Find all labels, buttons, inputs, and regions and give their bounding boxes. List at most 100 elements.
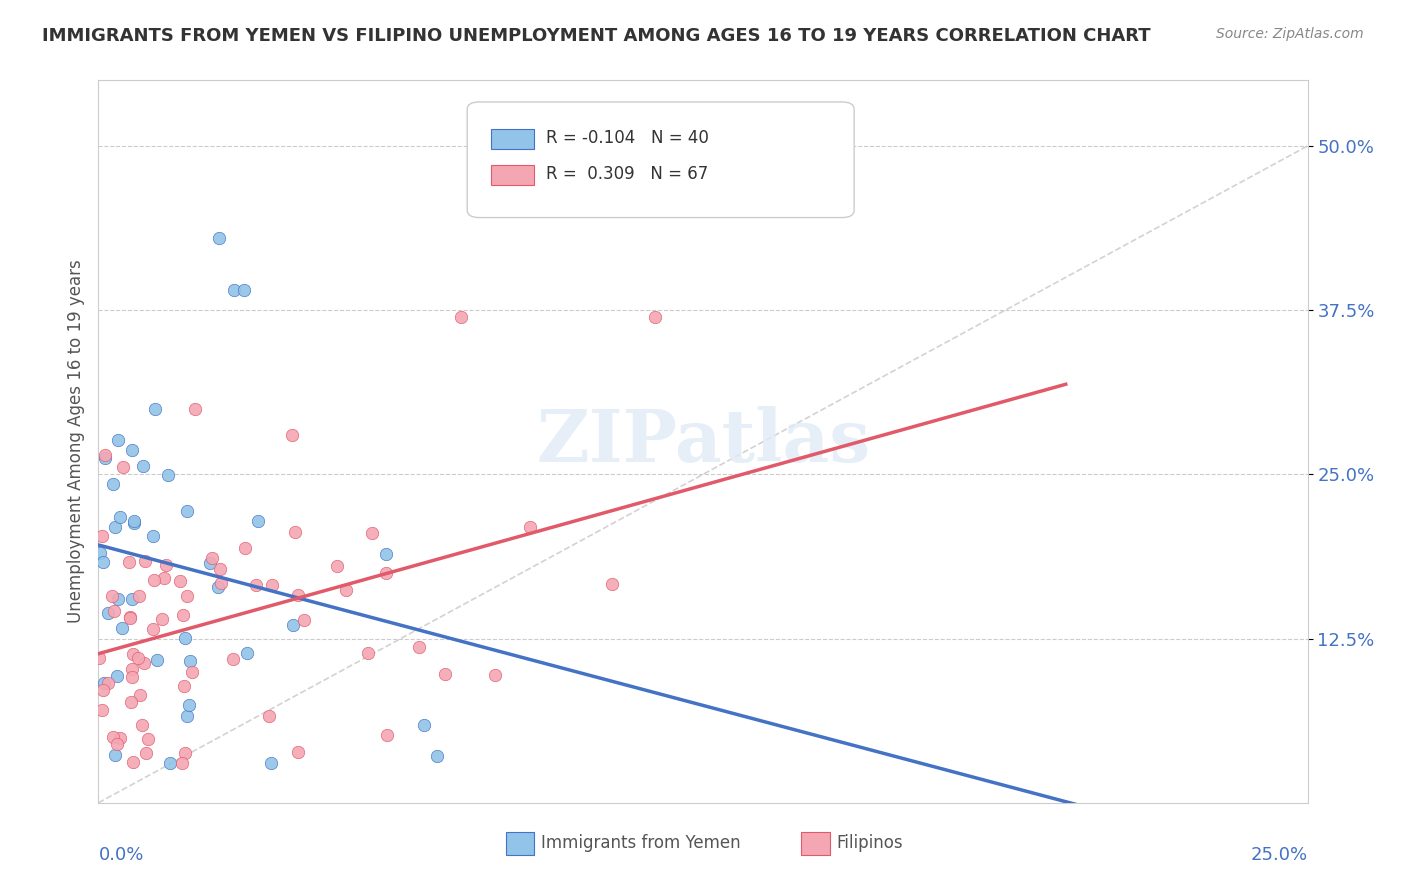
Point xyxy=(176,504,198,518)
Text: Immigrants from Yemen: Immigrants from Yemen xyxy=(541,834,741,853)
Point xyxy=(222,652,245,666)
Point xyxy=(375,547,398,561)
Point xyxy=(94,451,117,466)
Point xyxy=(176,709,198,723)
Point xyxy=(107,592,129,607)
Point xyxy=(146,653,169,667)
Point xyxy=(121,662,143,676)
Point xyxy=(135,746,157,760)
FancyBboxPatch shape xyxy=(492,165,534,185)
Point xyxy=(132,657,155,671)
Text: IMMIGRANTS FROM YEMEN VS FILIPINO UNEMPLOYMENT AMONG AGES 16 TO 19 YEARS CORRELA: IMMIGRANTS FROM YEMEN VS FILIPINO UNEMPL… xyxy=(42,27,1150,45)
Point xyxy=(284,524,307,539)
Point xyxy=(245,577,267,591)
Point xyxy=(128,688,150,702)
Point xyxy=(97,675,120,690)
Point xyxy=(184,401,207,416)
Point xyxy=(287,746,309,760)
Point xyxy=(326,558,349,573)
Point xyxy=(232,284,254,298)
Point xyxy=(131,459,153,474)
Point xyxy=(222,284,245,298)
Point xyxy=(260,578,283,592)
Point xyxy=(136,731,159,746)
Point xyxy=(247,515,270,529)
Point xyxy=(198,556,221,570)
Bar xyxy=(506,832,534,855)
Text: 25.0%: 25.0% xyxy=(1250,847,1308,864)
Point xyxy=(413,717,436,731)
Point xyxy=(170,756,193,771)
Point xyxy=(519,520,541,534)
Point xyxy=(89,650,111,665)
Point xyxy=(104,747,127,762)
FancyBboxPatch shape xyxy=(492,128,534,149)
Point xyxy=(484,668,506,682)
Point xyxy=(105,737,128,751)
Point xyxy=(122,755,145,769)
Point xyxy=(233,541,256,555)
FancyBboxPatch shape xyxy=(467,102,855,218)
Point xyxy=(207,580,229,594)
Point xyxy=(121,442,143,457)
Bar xyxy=(801,832,830,855)
Point xyxy=(122,647,145,661)
Point xyxy=(433,667,456,681)
Point xyxy=(450,310,472,324)
Point xyxy=(173,679,195,693)
Point xyxy=(173,746,195,760)
Text: ZIPatlas: ZIPatlas xyxy=(536,406,870,477)
Point xyxy=(93,675,115,690)
Text: 0.0%: 0.0% xyxy=(98,847,143,864)
Point xyxy=(118,610,141,624)
Point xyxy=(174,631,197,645)
Point xyxy=(110,621,132,635)
Point xyxy=(375,566,398,581)
Point xyxy=(179,654,201,668)
Point xyxy=(375,728,398,742)
Point xyxy=(260,756,283,771)
Point xyxy=(118,555,141,569)
Point xyxy=(97,607,120,621)
Point xyxy=(142,573,165,587)
Point xyxy=(169,574,191,589)
Point xyxy=(281,618,304,632)
Point xyxy=(600,577,623,591)
Point xyxy=(335,582,357,597)
Point xyxy=(361,525,384,540)
Point xyxy=(105,668,128,682)
Point xyxy=(408,640,430,655)
Point xyxy=(172,608,194,623)
Point xyxy=(104,520,127,534)
Point xyxy=(91,682,114,697)
Point xyxy=(121,591,143,606)
Y-axis label: Unemployment Among Ages 16 to 19 years: Unemployment Among Ages 16 to 19 years xyxy=(66,260,84,624)
Text: R =  0.309   N = 67: R = 0.309 N = 67 xyxy=(546,165,709,183)
Point xyxy=(108,731,131,745)
Point xyxy=(157,468,180,483)
Point xyxy=(101,731,124,745)
Point xyxy=(142,622,165,636)
Point xyxy=(128,589,150,603)
Point xyxy=(112,460,135,475)
Point xyxy=(150,612,173,626)
Point xyxy=(177,698,200,713)
Point xyxy=(91,555,114,569)
Point xyxy=(120,695,142,709)
Point xyxy=(134,554,156,568)
Point xyxy=(155,558,177,572)
Point xyxy=(142,529,165,543)
Point xyxy=(426,748,449,763)
Point xyxy=(101,590,124,604)
Point xyxy=(236,646,259,660)
Point xyxy=(201,550,224,565)
Point xyxy=(176,590,198,604)
Point xyxy=(122,514,145,528)
Point xyxy=(107,433,129,447)
Point xyxy=(108,510,131,524)
Point xyxy=(89,546,111,560)
Point xyxy=(103,604,125,618)
Text: R = -0.104   N = 40: R = -0.104 N = 40 xyxy=(546,129,709,147)
Point xyxy=(131,718,153,732)
Point xyxy=(181,665,204,680)
